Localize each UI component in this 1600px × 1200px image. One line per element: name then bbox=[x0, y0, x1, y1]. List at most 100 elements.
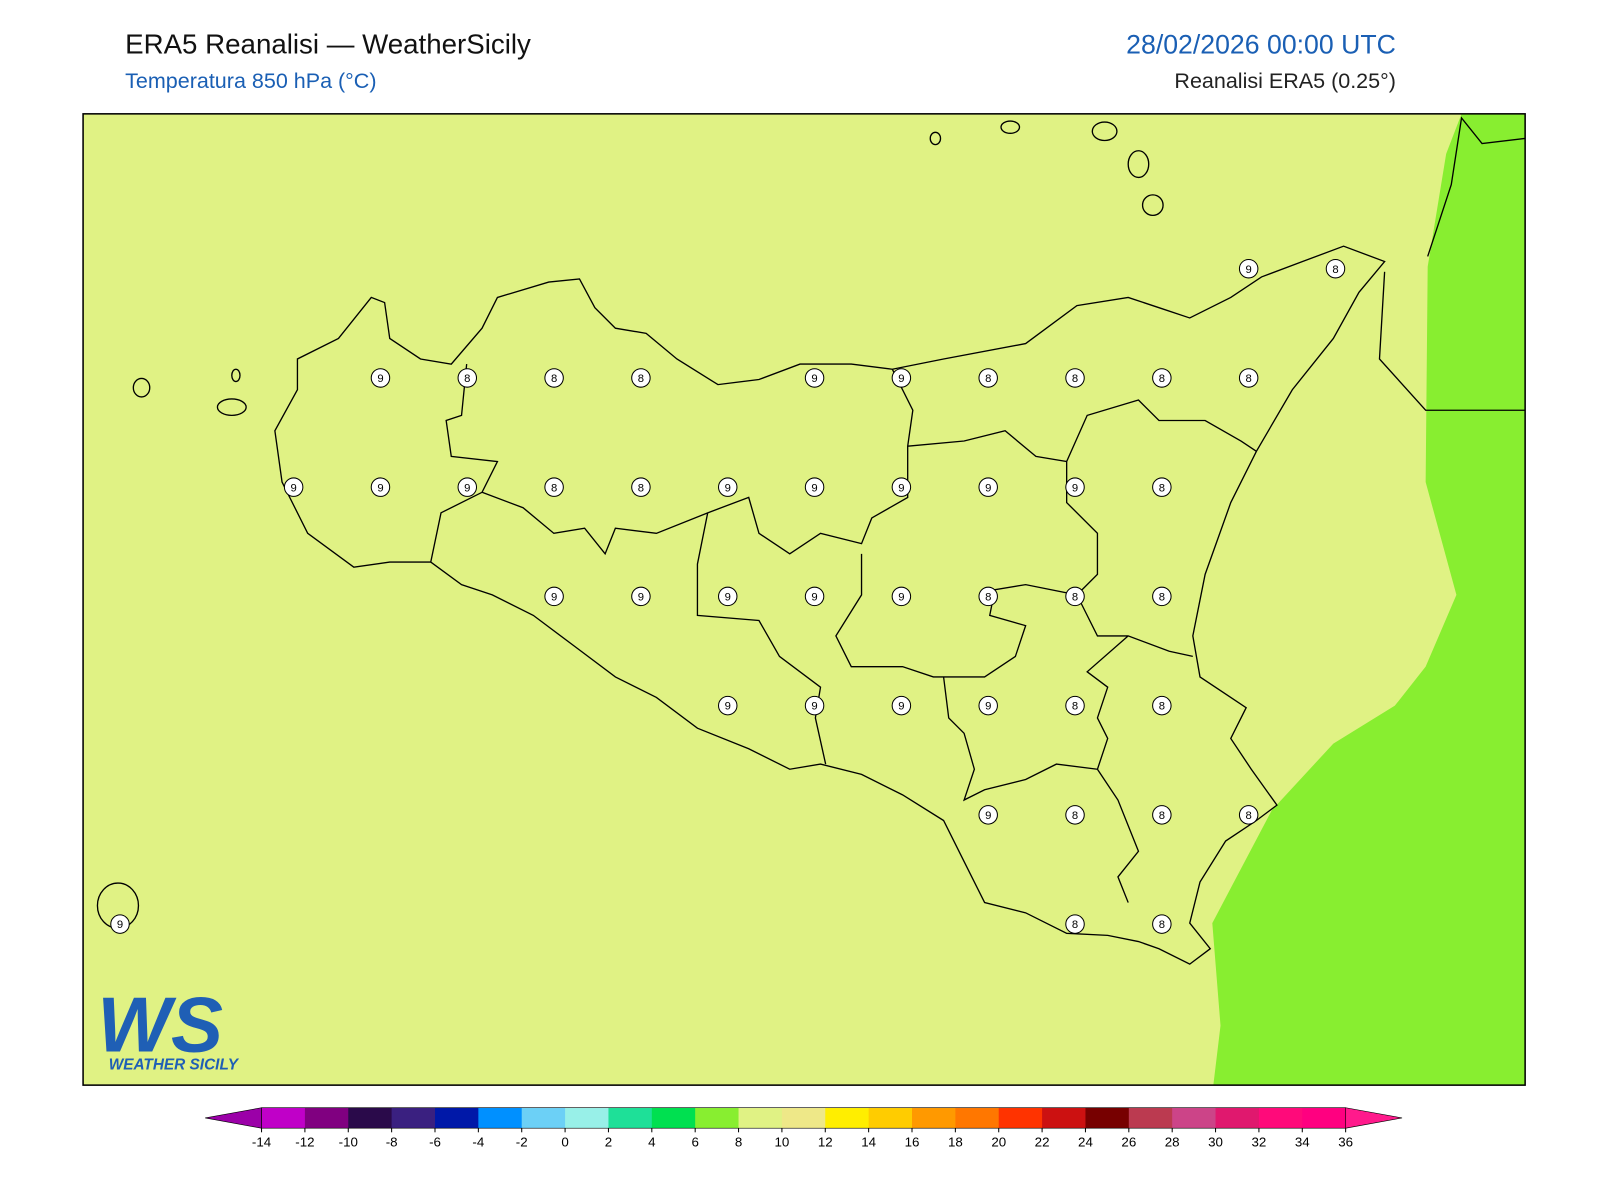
colorbar-bin bbox=[261, 1107, 306, 1129]
colorbar-tick-label: 0 bbox=[561, 1135, 568, 1150]
point-value: 8 bbox=[1246, 810, 1252, 822]
colorbar-bin bbox=[1042, 1107, 1086, 1129]
point-marker bbox=[1065, 914, 1085, 934]
point-value: 8 bbox=[1159, 701, 1165, 713]
colorbar-tick-label: 22 bbox=[1035, 1135, 1050, 1150]
colorbar-under bbox=[205, 1107, 262, 1129]
title: ERA5 Reanalisi — WeatherSicily bbox=[125, 28, 531, 59]
point-marker bbox=[804, 368, 825, 388]
point-marker bbox=[804, 695, 825, 716]
point-value: 8 bbox=[1072, 919, 1078, 931]
colorbar-over bbox=[1345, 1107, 1403, 1129]
logo: WS WEATHER SICILY bbox=[97, 980, 239, 1073]
point-marker bbox=[544, 368, 564, 388]
colorbar-tick-label: -14 bbox=[252, 1135, 272, 1150]
point-value: 9 bbox=[464, 482, 470, 494]
point-value: 9 bbox=[291, 482, 297, 494]
point-marker bbox=[1238, 805, 1259, 825]
colorbar-bin bbox=[608, 1107, 653, 1129]
point-marker bbox=[370, 477, 391, 497]
point-marker bbox=[978, 586, 998, 607]
point-value: 9 bbox=[985, 810, 991, 822]
colorbar-tick-label: 32 bbox=[1251, 1135, 1266, 1150]
point-value: 9 bbox=[725, 592, 731, 604]
colorbar-tick-label: 4 bbox=[648, 1135, 656, 1150]
colorbar-tick-label: 10 bbox=[774, 1135, 789, 1150]
point-value: 9 bbox=[725, 701, 731, 713]
source: Reanalisi ERA5 (0.25°) bbox=[1174, 69, 1395, 93]
colorbar-tick-label: -10 bbox=[339, 1135, 358, 1150]
point-value: 9 bbox=[1246, 264, 1252, 276]
point-marker bbox=[717, 695, 738, 716]
point-marker bbox=[1152, 368, 1172, 388]
point-marker bbox=[1065, 477, 1085, 497]
point-value: 8 bbox=[464, 373, 470, 385]
point-value: 9 bbox=[898, 701, 904, 713]
point-value: 9 bbox=[985, 482, 991, 494]
map-frame bbox=[82, 113, 1526, 1086]
point-marker bbox=[978, 695, 998, 716]
colorbar-bin bbox=[304, 1107, 349, 1129]
colorbar-bin bbox=[1172, 1107, 1217, 1129]
point-marker bbox=[1152, 586, 1172, 607]
point-value: 8 bbox=[1159, 810, 1165, 822]
colorbar-bin bbox=[955, 1107, 1000, 1129]
colorbar-bin bbox=[868, 1107, 913, 1129]
point-value: 9 bbox=[725, 482, 731, 494]
point-marker bbox=[1065, 586, 1085, 607]
point-marker bbox=[1152, 805, 1172, 825]
point-value: 8 bbox=[551, 482, 557, 494]
colorbar-tick-label: 18 bbox=[948, 1135, 963, 1150]
value-points: 9 8 9 8 8 8 9 9 8 8 8 8 9 9 9 8 8 9 9 9 9 9 8 9 9 9 9 9 8 8 8 9 9 9 9 8 8 9 8 8… bbox=[110, 258, 1346, 934]
point-marker bbox=[631, 586, 651, 607]
point-value: 8 bbox=[1159, 919, 1165, 931]
point-value: 8 bbox=[638, 373, 644, 385]
colorbar-tick-label: -8 bbox=[386, 1135, 398, 1150]
point-marker bbox=[717, 586, 738, 607]
point-value: 8 bbox=[985, 592, 991, 604]
point-value: 8 bbox=[1072, 701, 1078, 713]
logo-name: WEATHER SICILY bbox=[109, 1057, 240, 1074]
colorbar-bin bbox=[1215, 1107, 1260, 1129]
colorbar-bin bbox=[521, 1107, 566, 1129]
calabria-coast bbox=[1378, 116, 1526, 411]
colorbar-tick-label: 36 bbox=[1338, 1135, 1353, 1150]
point-marker bbox=[978, 477, 998, 497]
point-value: 9 bbox=[898, 592, 904, 604]
point-value: 8 bbox=[1159, 373, 1165, 385]
date: 28/02/2026 00:00 UTC bbox=[1126, 29, 1396, 59]
point-value: 9 bbox=[898, 482, 904, 494]
colorbar-tick-label: 16 bbox=[905, 1135, 920, 1150]
point-value: 9 bbox=[898, 373, 904, 385]
colorbar-bin bbox=[825, 1107, 870, 1129]
colorbar-bin bbox=[998, 1107, 1043, 1129]
point-value: 9 bbox=[985, 701, 991, 713]
subtitle: Temperatura 850 hPa (°C) bbox=[125, 69, 376, 93]
point-marker bbox=[1238, 258, 1259, 279]
point-marker bbox=[631, 477, 651, 497]
point-marker bbox=[1152, 477, 1172, 497]
colorbar-tick-label: -6 bbox=[429, 1135, 441, 1150]
point-marker bbox=[1065, 368, 1085, 388]
colorbar-tick-label: 20 bbox=[991, 1135, 1006, 1150]
point-marker bbox=[1238, 368, 1259, 388]
point-marker bbox=[1065, 805, 1085, 825]
point-value: 8 bbox=[638, 482, 644, 494]
point-value: 8 bbox=[1246, 373, 1252, 385]
point-value: 9 bbox=[117, 919, 123, 931]
colorbar-bin bbox=[478, 1107, 523, 1129]
colorbar-bin bbox=[1128, 1107, 1173, 1129]
colorbar-tick-label: 14 bbox=[861, 1135, 876, 1150]
point-marker bbox=[544, 477, 564, 497]
point-value: 8 bbox=[1072, 373, 1078, 385]
point-value: 9 bbox=[811, 592, 817, 604]
point-value: 9 bbox=[377, 482, 383, 494]
point-marker bbox=[457, 368, 478, 388]
colorbar-tick-label: -12 bbox=[295, 1135, 314, 1150]
colorbar-frame bbox=[261, 1107, 1346, 1129]
colorbar-bin bbox=[1085, 1107, 1130, 1129]
colorbar-bin bbox=[912, 1107, 956, 1129]
point-value: 9 bbox=[377, 373, 383, 385]
point-marker bbox=[891, 586, 912, 607]
